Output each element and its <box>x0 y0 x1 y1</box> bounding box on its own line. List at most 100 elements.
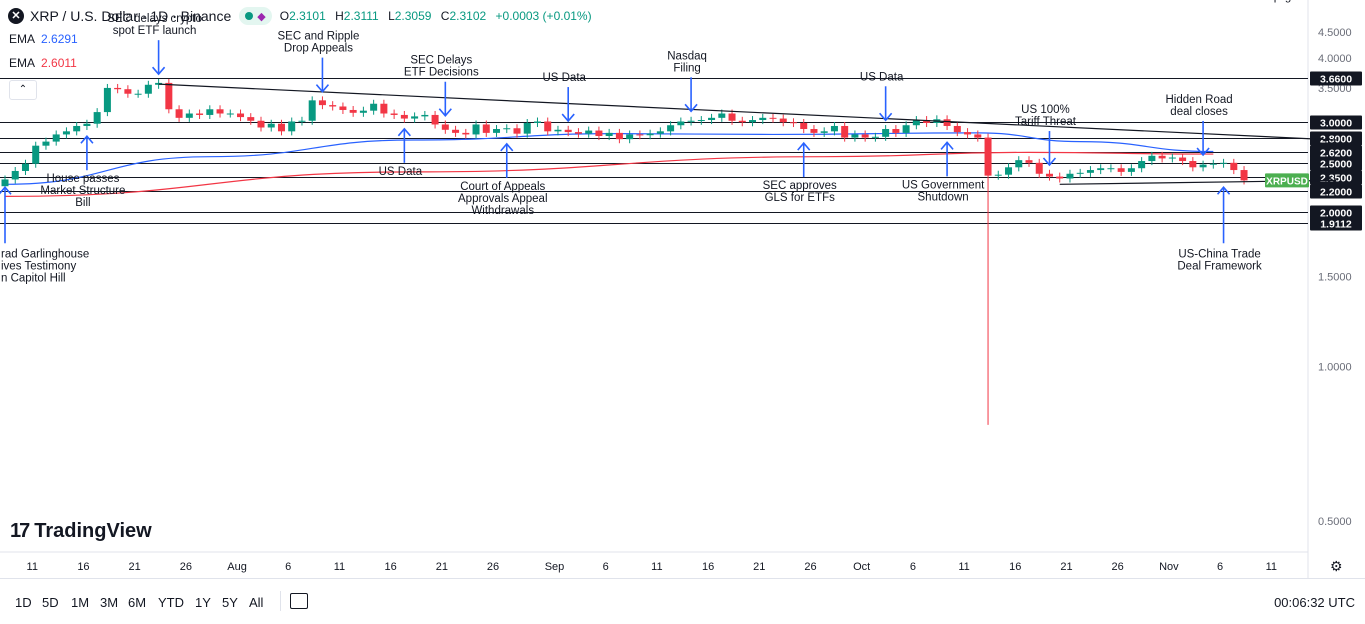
candle-body <box>513 128 521 134</box>
candle-body <box>452 129 460 133</box>
ema-value: 2.6011 <box>41 56 77 70</box>
annotation-label: SEC Delays <box>410 55 472 67</box>
candle-body <box>93 112 101 124</box>
price-tick-label: 4.0000 <box>1318 53 1352 65</box>
price-chart[interactable]: 4.50004.00003.50003.00002.50002.00001.50… <box>0 0 1365 578</box>
time-tick-label: 21 <box>436 561 448 573</box>
level-label: 2.5000 <box>1320 159 1352 171</box>
candle-body <box>349 109 357 113</box>
ema-indicator-1[interactable]: EMA 2.6291 <box>9 32 78 46</box>
candle-body <box>830 125 838 132</box>
time-tick-label: 21 <box>1060 561 1072 573</box>
candle-body <box>277 123 285 132</box>
candle-body <box>912 120 920 126</box>
arrow-up-icon <box>500 142 514 152</box>
annotation-label: Bill <box>75 197 90 209</box>
candle-body <box>165 82 173 110</box>
candle-body <box>882 129 890 137</box>
candle-body <box>185 113 193 118</box>
candle-body <box>1117 168 1125 172</box>
candle-body <box>1127 168 1135 172</box>
time-tick-label: Oct <box>853 561 870 573</box>
candle-body <box>789 122 797 124</box>
time-tick-label: 16 <box>702 561 714 573</box>
candle-body <box>1240 170 1248 181</box>
time-tick-label: Nov <box>1159 561 1179 573</box>
candle-body <box>216 109 224 114</box>
range-5y[interactable]: 5Y <box>222 595 238 610</box>
candle-body <box>1015 160 1023 168</box>
range-1d[interactable]: 1D <box>15 595 32 610</box>
annotation-label: Withdrawals <box>471 205 534 217</box>
time-tick-label: 16 <box>1009 561 1021 573</box>
candle-body <box>697 120 705 122</box>
range-1y[interactable]: 1Y <box>195 595 211 610</box>
candle-body <box>73 125 81 132</box>
candle-body <box>759 117 767 121</box>
level-label-bg <box>1310 156 1362 171</box>
price-tick-label: 1.0000 <box>1318 362 1352 374</box>
candle-body <box>482 124 490 133</box>
candle-body <box>851 134 859 138</box>
arrow-up-icon <box>797 141 811 151</box>
candle-body <box>226 113 234 115</box>
candle-body <box>155 82 163 85</box>
symbol-title[interactable]: XRP / U.S. Dollar · 1D · Binance <box>30 8 232 24</box>
candle-body <box>820 131 828 133</box>
candle-body <box>339 106 347 110</box>
time-tick-label: 6 <box>603 561 609 573</box>
candle-body <box>32 145 40 164</box>
time-tick-label: 26 <box>1112 561 1124 573</box>
ema-indicator-2[interactable]: EMA 2.6011 <box>9 56 77 70</box>
market-status-badge[interactable]: ◆ <box>239 7 272 25</box>
range-1m[interactable]: 1M <box>71 595 90 610</box>
utc-clock[interactable]: 00:06:32 UTC <box>1274 595 1355 610</box>
annotation-label: Shutdown <box>918 191 969 203</box>
candle-body <box>1025 160 1033 163</box>
annotation-label: Trump-Xi <box>1247 0 1294 3</box>
range-ytd[interactable]: YTD <box>158 595 184 610</box>
chevron-up-icon[interactable]: ⌃ <box>9 80 37 100</box>
ema-slow-line <box>4 151 1214 197</box>
ema-fast-line <box>4 132 1214 185</box>
gear-icon[interactable]: ⚙ <box>1330 558 1343 574</box>
toolbar-divider <box>280 591 281 611</box>
arrow-up-icon <box>940 141 954 150</box>
trendline <box>158 83 1337 141</box>
range-6m[interactable]: 6M <box>128 595 147 610</box>
candle-body <box>400 114 408 119</box>
ema-value: 2.6291 <box>41 32 78 46</box>
annotation-label: US Data <box>542 72 586 84</box>
arrow-down-icon <box>1196 147 1210 157</box>
time-tick-label: 26 <box>487 561 499 573</box>
range-all[interactable]: All <box>249 595 264 610</box>
candle-body <box>267 123 275 128</box>
range-5d[interactable]: 5D <box>42 595 59 610</box>
calendar-icon[interactable] <box>290 593 308 609</box>
candle-body <box>390 113 398 115</box>
arrow-down-icon <box>879 112 893 122</box>
annotation-label: US Data <box>860 71 904 83</box>
level-label-bg <box>1310 71 1362 86</box>
candle-body <box>380 103 388 114</box>
candle-body <box>533 121 541 123</box>
candle-body <box>595 130 603 137</box>
symbol-header[interactable]: ✕ XRP / U.S. Dollar · 1D · Binance ◆ O2.… <box>8 6 592 26</box>
candle-body <box>134 93 142 95</box>
arrow-down-icon <box>438 108 452 117</box>
arrow-down-icon <box>561 113 575 123</box>
candle-body <box>503 128 511 130</box>
candle-body <box>1199 164 1207 168</box>
annotation-label: deal closes <box>1170 106 1228 118</box>
annotation-label: ives Testimony <box>1 260 76 272</box>
arrow-up-icon <box>0 186 12 195</box>
arrow-down-icon <box>684 103 698 113</box>
candle-body <box>441 124 449 130</box>
range-3m[interactable]: 3M <box>100 595 119 610</box>
arrow-down-icon <box>315 84 330 93</box>
xrp-icon: ✕ <box>8 8 24 24</box>
time-tick-label: 16 <box>77 561 89 573</box>
candle-body <box>871 136 879 138</box>
arrow-up-icon <box>397 127 411 137</box>
time-tick-label: 11 <box>334 561 345 573</box>
